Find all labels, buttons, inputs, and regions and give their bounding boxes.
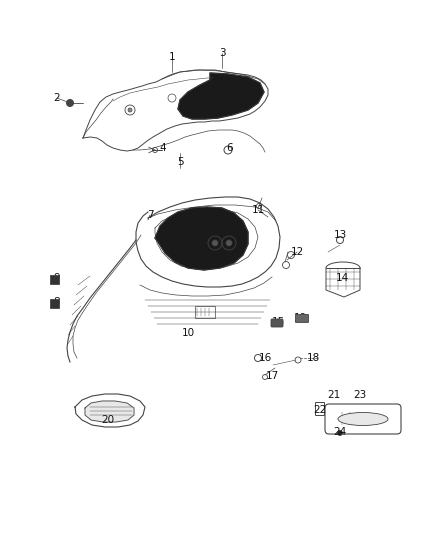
Circle shape bbox=[128, 108, 132, 112]
Text: 23: 23 bbox=[353, 390, 367, 400]
Text: 5: 5 bbox=[177, 157, 184, 167]
Text: 13: 13 bbox=[333, 230, 346, 240]
Circle shape bbox=[212, 240, 218, 246]
Text: 24: 24 bbox=[333, 427, 346, 437]
Text: 2: 2 bbox=[54, 93, 60, 103]
Circle shape bbox=[226, 240, 232, 246]
Text: 20: 20 bbox=[102, 415, 115, 425]
Text: 7: 7 bbox=[147, 210, 153, 220]
Bar bbox=[50, 299, 59, 308]
Text: 16: 16 bbox=[258, 353, 272, 363]
Text: 14: 14 bbox=[336, 273, 349, 283]
Bar bbox=[50, 275, 59, 284]
Text: 19: 19 bbox=[293, 313, 307, 323]
Text: 4: 4 bbox=[160, 143, 166, 153]
FancyBboxPatch shape bbox=[271, 319, 283, 327]
Text: 18: 18 bbox=[306, 353, 320, 363]
Circle shape bbox=[338, 431, 343, 435]
Text: 11: 11 bbox=[251, 205, 265, 215]
Text: 6: 6 bbox=[227, 143, 233, 153]
Text: 9: 9 bbox=[54, 273, 60, 283]
Text: 10: 10 bbox=[181, 328, 194, 338]
Text: 3: 3 bbox=[219, 48, 225, 58]
Text: 15: 15 bbox=[272, 317, 285, 327]
Text: 12: 12 bbox=[290, 247, 304, 257]
Polygon shape bbox=[85, 401, 134, 422]
Circle shape bbox=[67, 100, 74, 107]
Text: 21: 21 bbox=[327, 390, 341, 400]
Ellipse shape bbox=[338, 413, 388, 425]
Text: 8: 8 bbox=[54, 297, 60, 307]
FancyBboxPatch shape bbox=[296, 314, 308, 322]
Polygon shape bbox=[155, 207, 248, 270]
Text: 1: 1 bbox=[169, 52, 175, 62]
Text: 17: 17 bbox=[265, 371, 279, 381]
Polygon shape bbox=[178, 73, 264, 119]
Text: 22: 22 bbox=[313, 405, 327, 415]
